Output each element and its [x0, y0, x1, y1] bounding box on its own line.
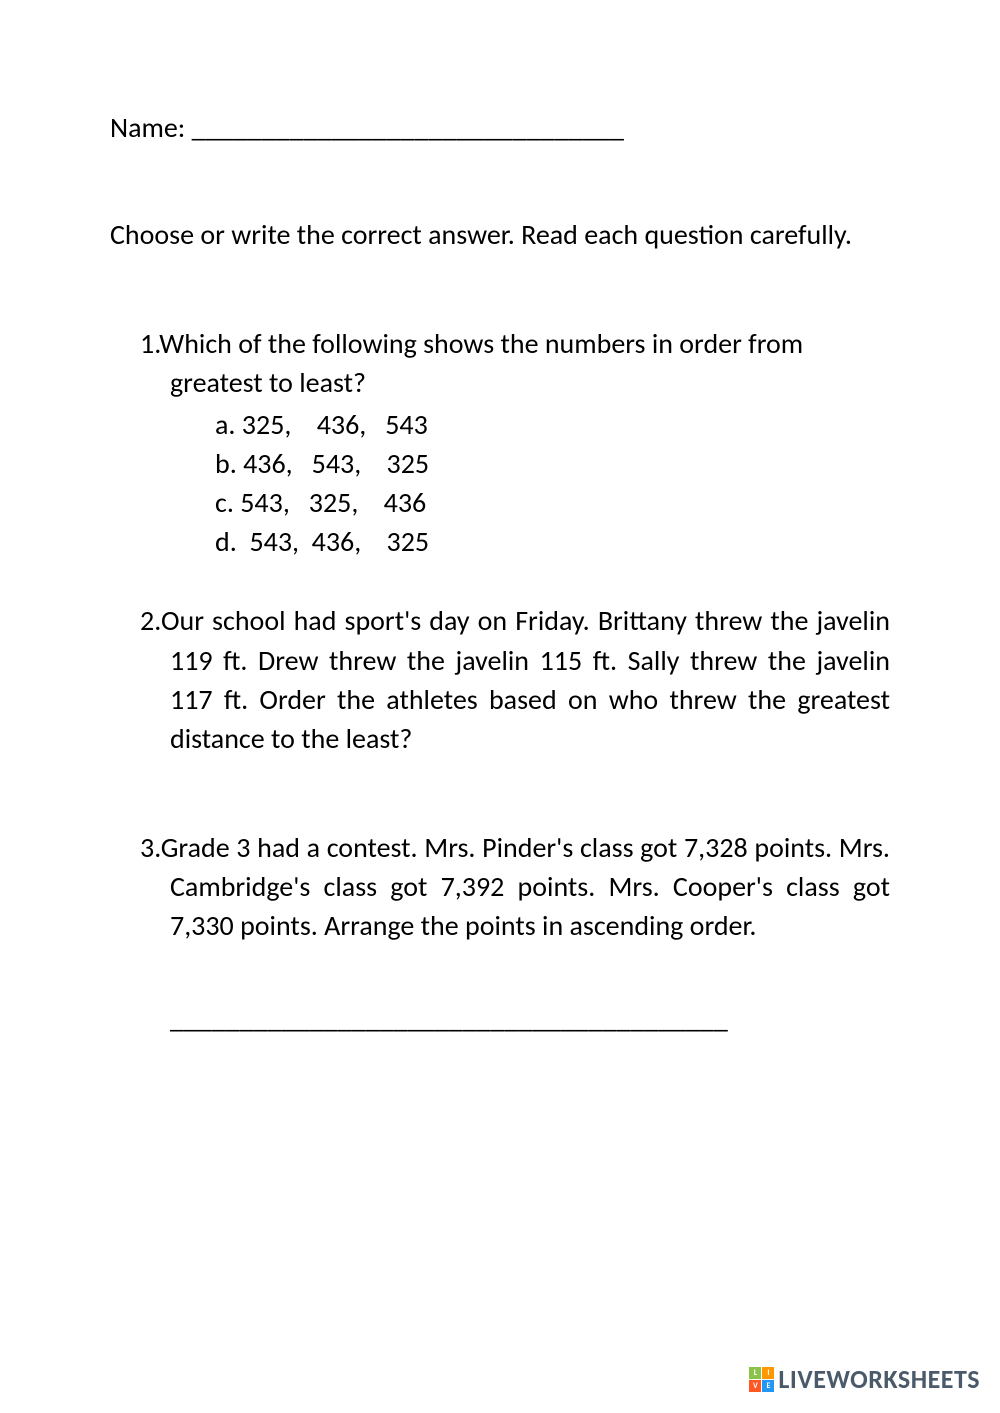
name-label: Name: — [110, 110, 185, 145]
logo-cell-0: L — [749, 1367, 761, 1379]
name-blank-line: _______________________________ — [192, 110, 624, 145]
option-d[interactable]: d. 543, 436, 325 — [215, 522, 890, 561]
question-1-options: a. 325, 436, 543 b. 436, 543, 325 c. 543… — [110, 405, 890, 562]
question-1-text: 1.Which of the following shows the numbe… — [110, 324, 890, 402]
instructions-text: Choose or write the correct answer. Read… — [110, 215, 890, 254]
question-1: 1.Which of the following shows the numbe… — [110, 324, 890, 561]
question-3-body: Grade 3 had a contest. Mrs. Pinder's cla… — [161, 830, 890, 943]
worksheet-page: Name: _______________________________ Ch… — [0, 0, 1000, 1036]
logo-cell-2: V — [749, 1380, 761, 1392]
question-3-answer-line[interactable]: ________________________________________ — [110, 1001, 890, 1036]
logo-cell-3: E — [762, 1380, 774, 1392]
name-field[interactable]: Name: _______________________________ — [110, 110, 890, 145]
option-c[interactable]: c. 543, 325, 436 — [215, 483, 890, 522]
brand-name: LIVEWORKSHEETS — [778, 1363, 980, 1395]
footer-brand: L I V E LIVEWORKSHEETS — [749, 1363, 980, 1395]
question-2-text: 2.Our school had sport's day on Friday. … — [110, 601, 890, 758]
question-3: 3.Grade 3 had a contest. Mrs. Pinder's c… — [110, 828, 890, 1036]
question-2-number: 2. — [140, 603, 161, 638]
question-2: 2.Our school had sport's day on Friday. … — [110, 601, 890, 758]
option-b[interactable]: b. 436, 543, 325 — [215, 444, 890, 483]
question-3-text: 3.Grade 3 had a contest. Mrs. Pinder's c… — [110, 828, 890, 946]
question-1-body: Which of the following shows the numbers… — [159, 326, 803, 400]
question-1-number: 1. — [140, 326, 159, 361]
question-3-number: 3. — [140, 830, 161, 865]
logo-cell-1: I — [762, 1367, 774, 1379]
question-2-body: Our school had sport's day on Friday. Br… — [161, 603, 890, 756]
brand-logo-icon: L I V E — [749, 1367, 774, 1392]
option-a[interactable]: a. 325, 436, 543 — [215, 405, 890, 444]
